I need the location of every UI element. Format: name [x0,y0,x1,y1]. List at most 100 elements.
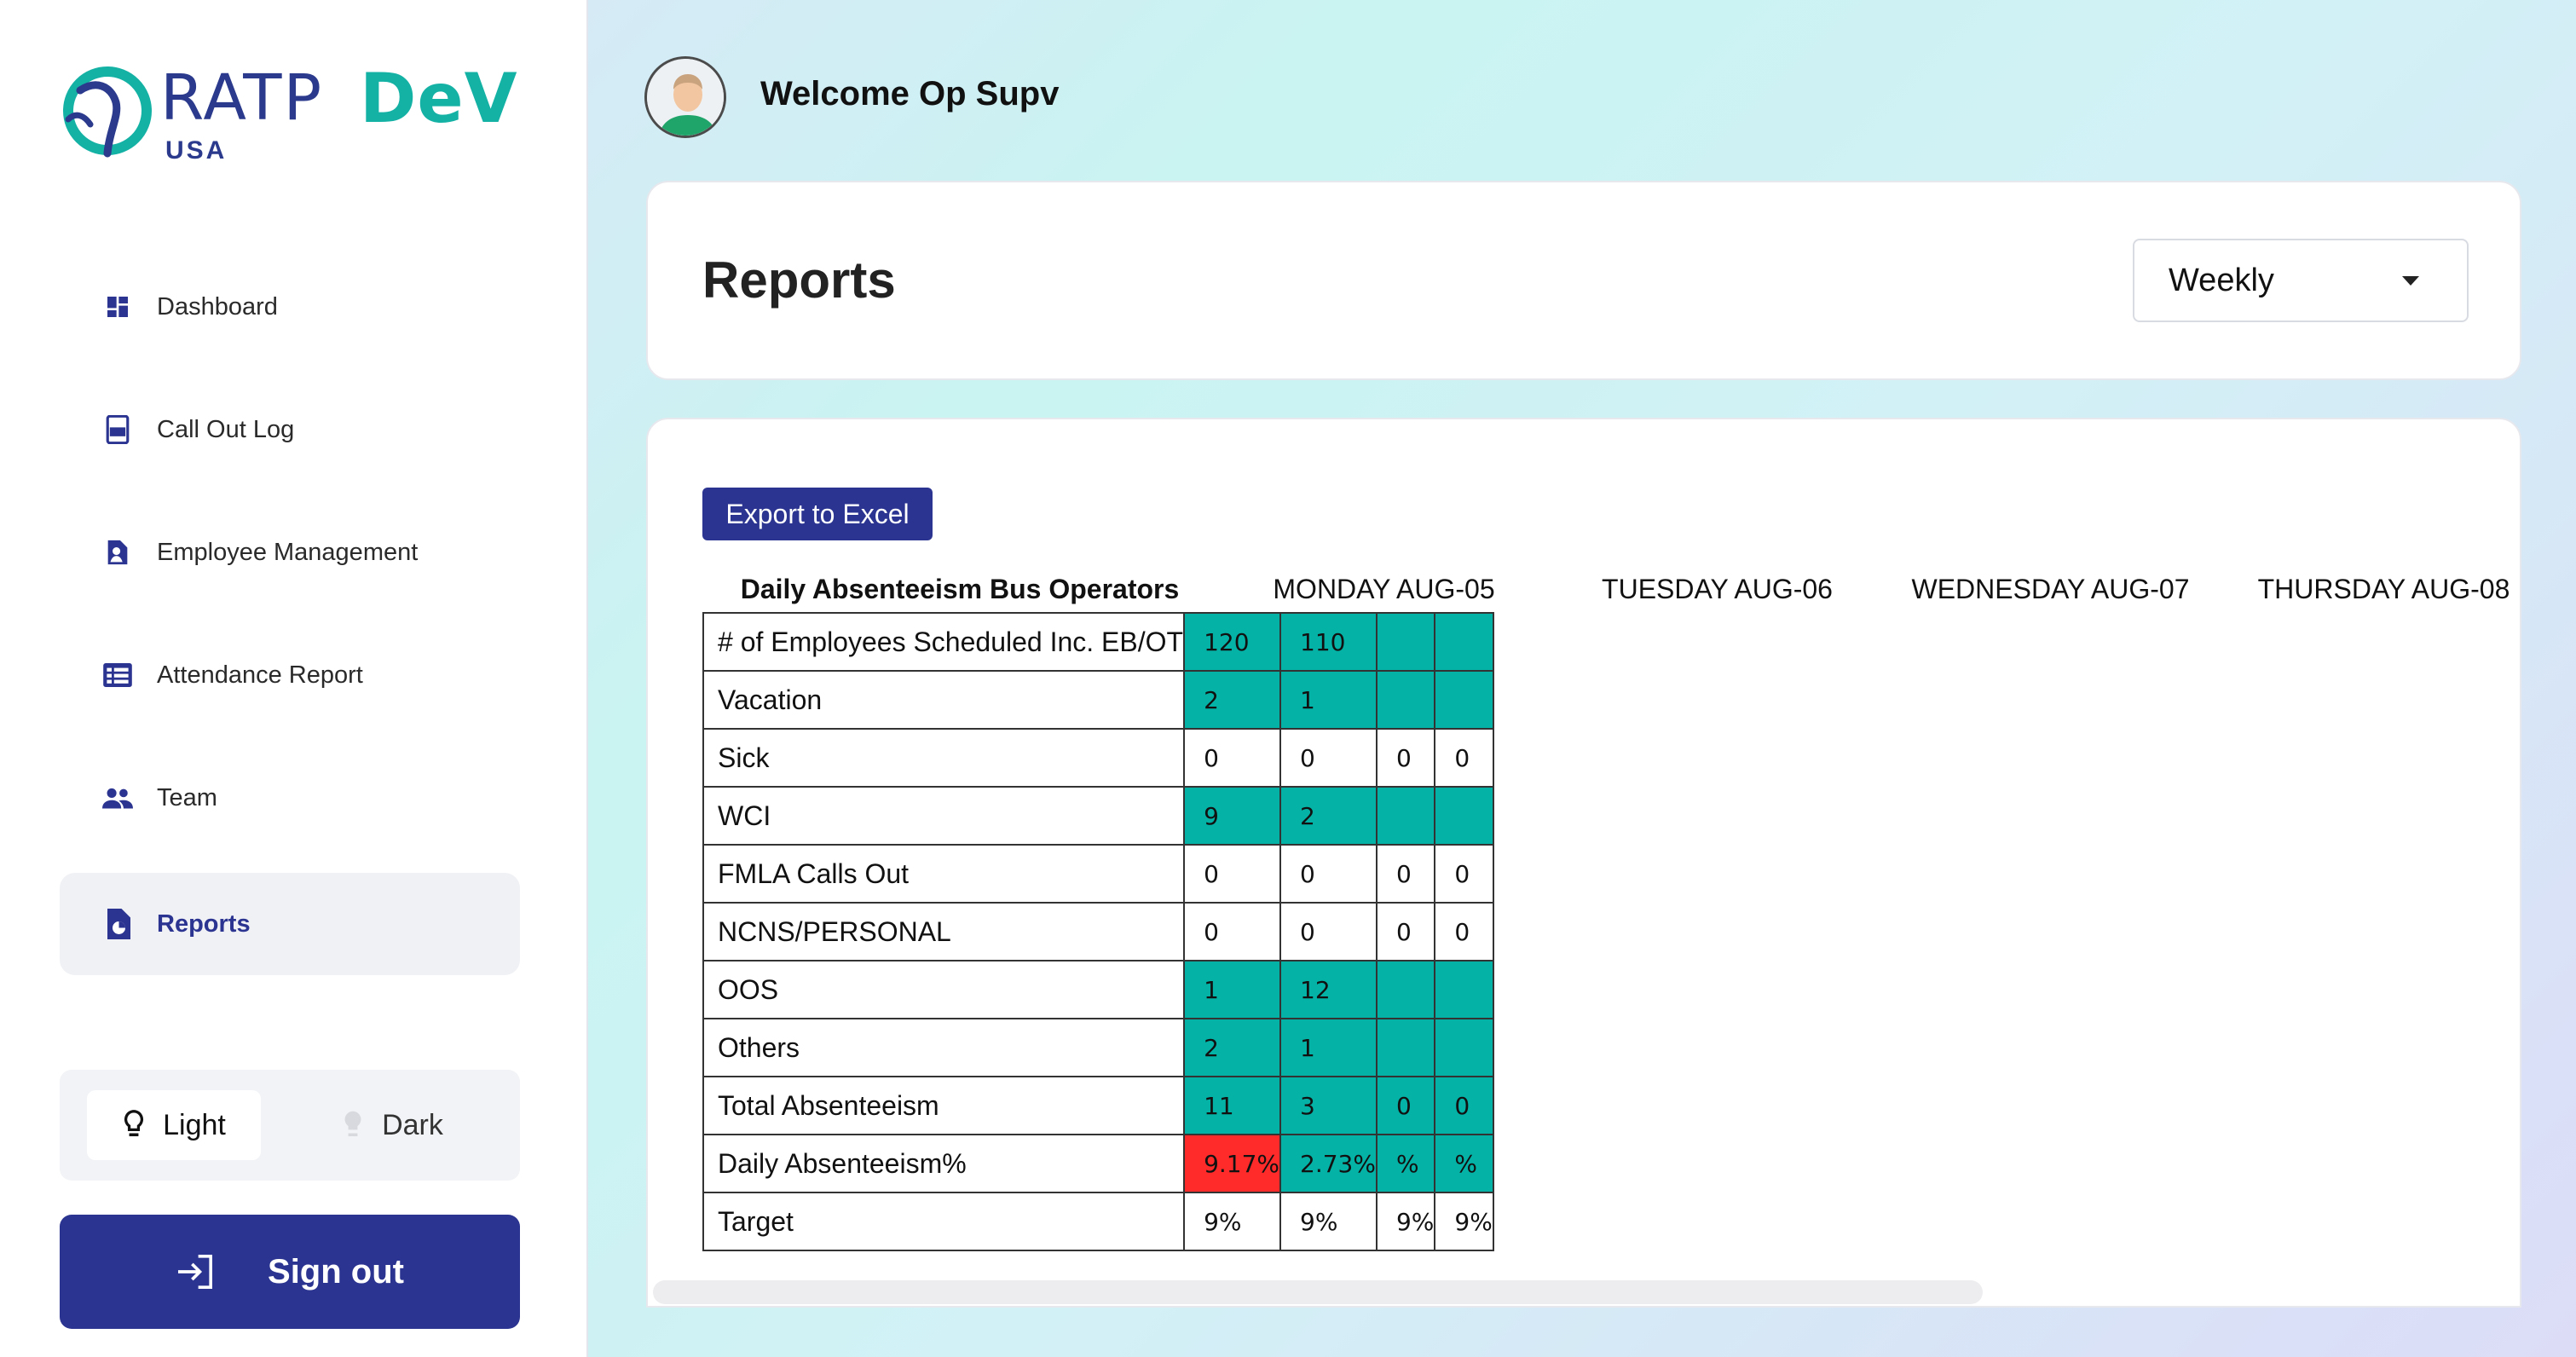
row-label: FMLA Calls Out [702,844,1186,904]
table-cell[interactable]: 2 [1183,670,1282,730]
lightbulb-icon [124,1110,144,1137]
row-label: # of Employees Scheduled Inc. EB/OT [702,612,1186,672]
table-cell[interactable]: 0 [1434,1076,1494,1135]
table-cell[interactable] [1434,612,1494,672]
brand-region: USA [165,136,228,165]
sidebar-item-label: Employee Management [157,538,419,566]
table-cell[interactable]: 0 [1279,902,1378,961]
table-cell[interactable]: 9% [1434,1192,1494,1251]
reports-header-card: Reports Weekly [646,181,2521,380]
table-cell[interactable]: 0 [1434,728,1494,788]
sidebar-item-label: Attendance Report [157,661,363,689]
table-cell[interactable]: 120 [1183,612,1282,672]
table-row: Total Absenteeism 11 3 0 0 [702,1076,1494,1135]
lightbulb-filled-icon [344,1111,361,1137]
table-cell[interactable]: 9% [1279,1192,1378,1251]
list-icon [101,658,135,692]
table-header-label: Daily Absenteeism Bus Operators [740,573,1180,604]
table-cell[interactable]: 0 [1183,844,1282,904]
table-cell[interactable] [1434,670,1494,730]
dashboard-icon [101,290,135,324]
theme-dark-label: Dark [382,1108,443,1141]
table-cell[interactable]: 2 [1183,1018,1282,1077]
table-cell[interactable]: 0 [1434,902,1494,961]
table-cell[interactable]: 9% [1183,1192,1282,1251]
sign-out-button[interactable]: Sign out [60,1215,520,1329]
table-cell[interactable]: 2.73% [1279,1134,1378,1193]
export-to-excel-button[interactable]: Export to Excel [702,488,933,540]
table-body: # of Employees Scheduled Inc. EB/OT 120 11… [702,612,1494,1251]
row-label: NCNS/PERSONAL [702,902,1186,961]
sidebar-item-label: Dashboard [157,292,278,320]
table-cell[interactable]: 1 [1279,670,1378,730]
table-cell[interactable] [1375,670,1436,730]
table-cell[interactable] [1375,960,1436,1019]
table-row: Daily Absenteeism% 9.17% 2.73%%% [702,1134,1494,1193]
chevron-down-icon [2402,276,2419,286]
table-cell[interactable]: 0 [1279,728,1378,788]
theme-light-label: Light [163,1108,226,1141]
employee-icon [101,535,135,569]
table-cell[interactable]: 0 [1183,728,1282,788]
table-header-day: THURSDAY AUG-08 [2257,573,2510,604]
sidebar-item-team[interactable]: Team [60,747,520,849]
table-cell[interactable]: % [1375,1134,1436,1193]
table-cell[interactable]: 12 [1279,960,1378,1019]
table-cell[interactable]: 9 [1183,786,1282,846]
table-cell[interactable]: 0 [1183,902,1282,961]
table-cell[interactable]: 9% [1375,1192,1436,1251]
sign-out-label: Sign out [268,1252,404,1291]
table-cell[interactable]: 0 [1375,728,1436,788]
table-cell[interactable]: 0 [1375,844,1436,904]
table-row: # of Employees Scheduled Inc. EB/OT 120 11… [702,612,1494,672]
row-label: OOS [702,960,1186,1019]
table-row: Sick 0 0 0 0 [702,728,1494,788]
sidebar-item-dashboard[interactable]: Dashboard [60,256,520,358]
table-cell[interactable]: 110 [1279,612,1378,672]
table-cell[interactable]: 3 [1279,1076,1378,1135]
theme-light-button[interactable]: Light [87,1090,261,1160]
team-icon [101,781,135,815]
sidebar-item-label: Team [157,783,217,811]
table-cell[interactable]: 0 [1375,1076,1436,1135]
table-cell[interactable] [1434,960,1494,1019]
table-cell[interactable]: 1 [1183,960,1282,1019]
brand-suffix: DeV [360,59,518,138]
login-arrow-icon [178,1255,213,1289]
table-cell[interactable] [1434,1018,1494,1077]
table-row: WCI 9 2 [702,786,1494,846]
sidebar-item-reports[interactable]: Reports [60,873,520,975]
period-select[interactable]: Weekly [2133,239,2469,322]
table-cell[interactable]: % [1434,1134,1494,1193]
welcome-text: Welcome Op Supv [760,75,1060,113]
sidebar-item-call-out-log[interactable]: Call Out Log [60,378,520,481]
horizontal-scrollbar[interactable] [653,1280,1983,1304]
table-row: FMLA Calls Out 0 0 0 0 [702,844,1494,904]
table-header-day: TUESDAY AUG-06 [1602,573,1833,604]
table-cell[interactable]: 0 [1279,844,1378,904]
table-cell[interactable]: 9.17% [1183,1134,1282,1193]
table-cell[interactable] [1375,786,1436,846]
row-label: Target [702,1192,1186,1251]
period-select-value: Weekly [2169,262,2274,298]
sidebar-item-attendance-report[interactable]: Attendance Report [60,624,520,726]
ratp-logo-icon [63,66,152,158]
table-cell[interactable] [1434,786,1494,846]
brand-logo: RATP DeV USA [56,60,534,170]
table-cell[interactable] [1375,612,1436,672]
table-cell[interactable] [1375,1018,1436,1077]
table-row: Target 9% 9% 9% 9% [702,1192,1494,1251]
sidebar-item-employee-management[interactable]: Employee Management [60,501,520,603]
report-icon [101,907,135,941]
avatar[interactable] [644,56,726,138]
row-label: Others [702,1018,1186,1077]
table-cell[interactable]: 1 [1279,1018,1378,1077]
table-cell[interactable]: 11 [1183,1076,1282,1135]
table-cell[interactable]: 0 [1434,844,1494,904]
row-label: Daily Absenteeism% [702,1134,1186,1193]
user-avatar-icon [647,59,724,136]
table-cell[interactable]: 2 [1279,786,1378,846]
theme-dark-button[interactable]: Dark [305,1090,479,1160]
report-table-card: Export to Excel Daily Absenteeism Bus Op… [646,418,2521,1308]
table-cell[interactable]: 0 [1375,902,1436,961]
